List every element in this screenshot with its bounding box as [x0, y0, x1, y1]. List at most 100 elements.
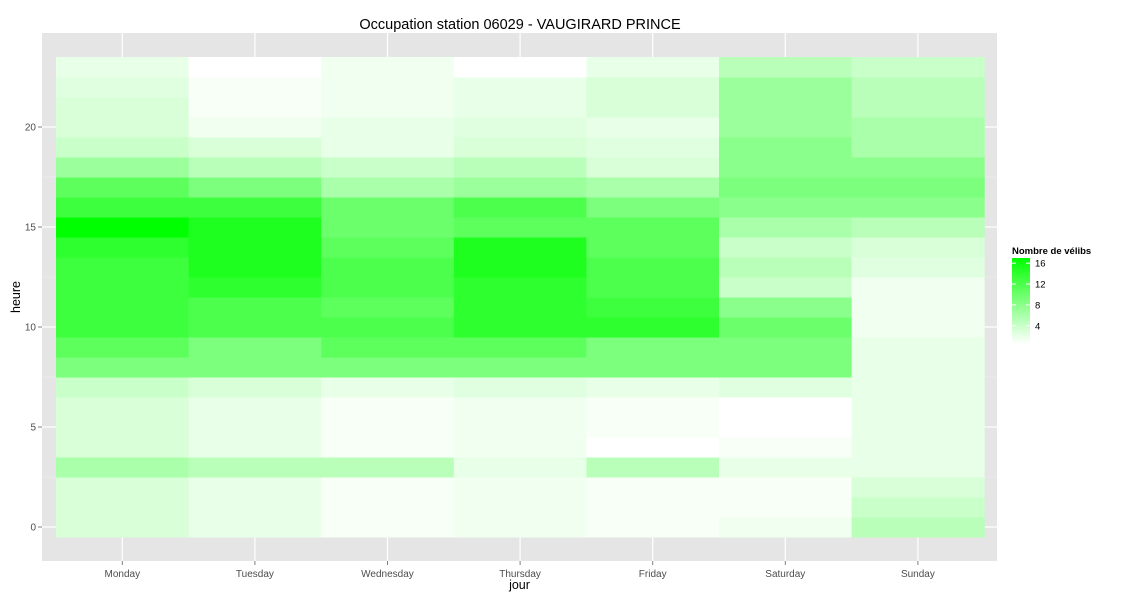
- heatmap-tile: [586, 517, 720, 538]
- heatmap-tile: [586, 477, 720, 498]
- legend-tick-label: 12: [1035, 280, 1046, 291]
- heatmap-tile: [56, 477, 190, 498]
- heatmap-tile: [56, 137, 190, 158]
- heatmap-tile: [453, 497, 587, 518]
- heatmap-tile: [719, 117, 853, 138]
- heatmap-tile: [851, 457, 985, 478]
- heatmap-tile: [56, 117, 190, 138]
- heatmap-tile: [321, 457, 455, 478]
- heatmap-tile: [719, 337, 853, 358]
- heatmap-tile: [586, 337, 720, 358]
- heatmap-tile: [56, 317, 190, 338]
- heatmap-tile: [851, 257, 985, 278]
- heatmap-tile: [453, 457, 587, 478]
- heatmap-tile: [188, 297, 322, 318]
- heatmap-tile: [719, 377, 853, 398]
- heatmap-tile: [321, 257, 455, 278]
- heatmap-tile: [453, 117, 587, 138]
- y-axis: 0 5 10 15 20: [25, 123, 42, 534]
- heatmap-tile: [586, 377, 720, 398]
- heatmap-tile: [586, 297, 720, 318]
- heatmap-tile: [851, 477, 985, 498]
- heatmap-tile: [719, 437, 853, 458]
- heatmap-tile: [719, 497, 853, 518]
- heatmap-tile: [586, 257, 720, 278]
- heatmap-tile: [851, 397, 985, 418]
- heatmap-tile: [56, 397, 190, 418]
- heatmap-tile: [321, 137, 455, 158]
- heatmap-tile: [719, 297, 853, 318]
- heatmap-tile: [321, 177, 455, 198]
- heatmap-tile: [188, 497, 322, 518]
- heatmap-tile: [321, 157, 455, 178]
- heatmap-tile: [188, 197, 322, 218]
- heatmap-tile: [586, 397, 720, 418]
- heatmap-tile: [56, 357, 190, 378]
- heatmap-tile: [56, 337, 190, 358]
- heatmap-tile: [453, 357, 587, 378]
- legend-ticks: 16 12 8 4: [1012, 259, 1046, 332]
- heatmap-tile: [188, 217, 322, 238]
- heatmap-tile: [321, 117, 455, 138]
- heatmap-tile: [321, 477, 455, 498]
- heatmap-tile: [453, 417, 587, 438]
- heatmap-tile: [321, 77, 455, 98]
- heatmap-tile: [453, 57, 587, 78]
- x-tick-label: Saturday: [765, 569, 805, 580]
- legend-colorbar: [1012, 258, 1030, 344]
- heatmap-tile: [453, 257, 587, 278]
- heatmap-tile: [188, 437, 322, 458]
- heatmap-tile: [851, 77, 985, 98]
- y-tick-label: 0: [30, 523, 36, 534]
- heatmap-tile: [851, 297, 985, 318]
- heatmap-tile: [56, 457, 190, 478]
- legend-tick-label: 4: [1035, 321, 1040, 332]
- heatmap-tile: [56, 377, 190, 398]
- legend-title: Nombre de vélibs: [1012, 246, 1091, 257]
- heatmap-tile: [188, 277, 322, 298]
- heatmap-tile: [586, 217, 720, 238]
- heatmap-tile: [719, 457, 853, 478]
- heatmap-tile: [453, 297, 587, 318]
- heatmap-tile: [453, 137, 587, 158]
- heatmap-tile: [586, 457, 720, 478]
- heatmap-tile: [719, 317, 853, 338]
- heatmap-tile: [586, 317, 720, 338]
- heatmap-tile: [719, 197, 853, 218]
- heatmap-tile: [188, 117, 322, 138]
- heatmap-tile: [586, 97, 720, 118]
- heatmap-tile: [851, 237, 985, 258]
- heatmap-tile: [719, 417, 853, 438]
- heatmap-tile: [851, 497, 985, 518]
- heatmap-tile: [56, 237, 190, 258]
- heatmap-tile: [321, 217, 455, 238]
- heatmap-tile: [56, 277, 190, 298]
- heatmap-tile: [719, 217, 853, 238]
- heatmap-tile: [321, 57, 455, 78]
- heatmap-tile: [586, 277, 720, 298]
- heatmap-tile: [321, 437, 455, 458]
- heatmap-tile: [851, 137, 985, 158]
- heatmap-tile: [586, 57, 720, 78]
- heatmap-tile: [321, 357, 455, 378]
- heatmap-tile: [453, 97, 587, 118]
- heatmap-tile: [851, 377, 985, 398]
- heatmap-tile: [719, 477, 853, 498]
- heatmap-tile: [321, 297, 455, 318]
- heatmap-tile: [719, 157, 853, 178]
- heatmap-tile: [321, 97, 455, 118]
- heatmap-tile: [719, 137, 853, 158]
- heatmap-tile: [719, 277, 853, 298]
- heatmap-tile: [188, 157, 322, 178]
- heatmap-tile: [188, 517, 322, 538]
- heatmap-tile: [188, 77, 322, 98]
- heatmap-tile: [453, 197, 587, 218]
- heatmap-tile: [188, 257, 322, 278]
- heatmap-tile: [851, 417, 985, 438]
- heatmap-tile: [56, 437, 190, 458]
- heatmap-tile: [851, 277, 985, 298]
- heatmap-tile: [851, 197, 985, 218]
- heatmap-tile: [851, 117, 985, 138]
- heatmap-tile: [56, 197, 190, 218]
- heatmap-tile: [321, 377, 455, 398]
